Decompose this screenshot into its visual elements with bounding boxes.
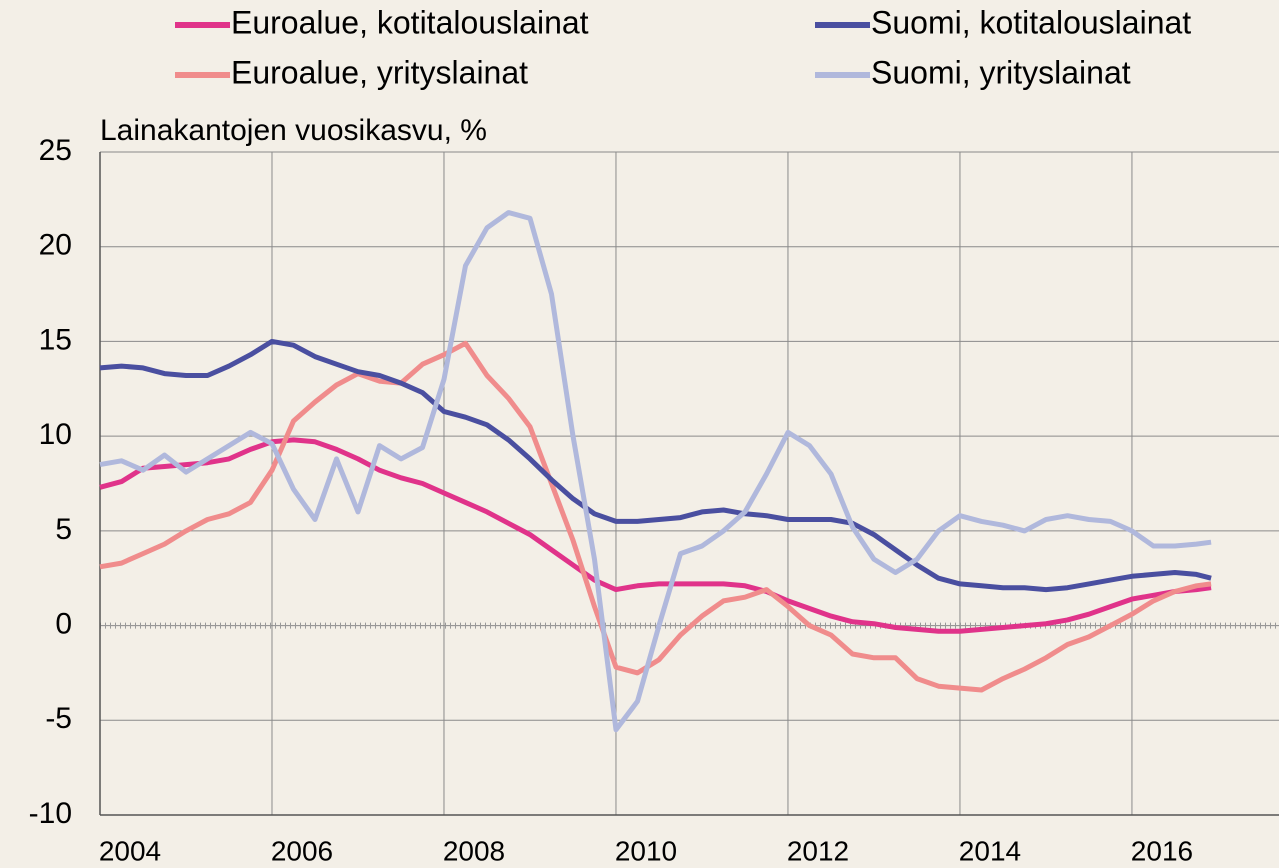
y-tick-label: 15 [39,323,72,356]
y-tick-label: -10 [29,797,72,830]
x-tick-label: 2016 [1131,835,1193,866]
y-tick-label: 0 [55,607,72,640]
y-tick-label: 5 [55,513,72,546]
legend-label: Suomi, kotitalouslainat [871,4,1191,40]
legend-label: Suomi, yrityslainat [871,54,1131,90]
x-tick-label: 2010 [615,835,677,866]
legend-label: Euroalue, yrityslainat [231,54,528,90]
series-line [99,210,1212,733]
legend-label: Euroalue, kotitalouslainat [231,4,589,40]
series-line [99,340,1212,693]
y-tick-label: 25 [39,134,72,167]
series-line [99,338,1212,593]
y-tick-label: 10 [39,418,72,451]
x-tick-label: 2012 [787,835,849,866]
y-tick-label: 20 [39,229,72,262]
x-tick-label: 2014 [959,835,1021,866]
y-axis-label: Lainakantojen vuosikasvu, % [100,114,487,147]
x-tick-label: 2008 [443,835,505,866]
y-tick-label: -5 [45,702,72,735]
x-tick-label: 2004 [99,835,161,866]
x-tick-label: 2006 [271,835,333,866]
